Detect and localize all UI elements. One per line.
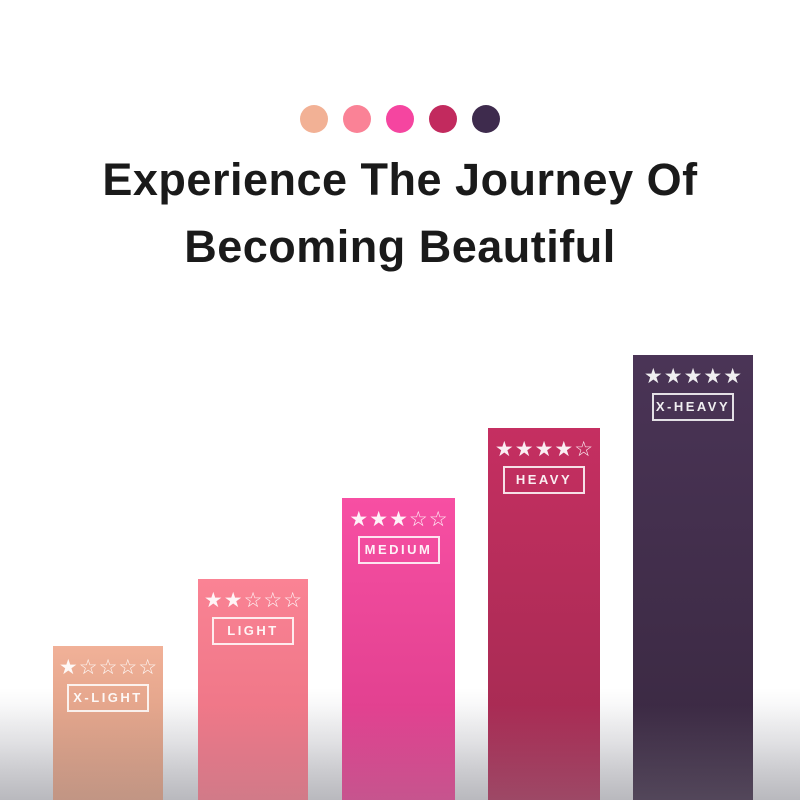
x-light-color-dot: [300, 105, 328, 133]
resistance-bar: ★★★☆☆ MEDIUM: [342, 498, 455, 800]
page-title-line1: Experience The Journey Of: [102, 154, 698, 205]
resistance-bar: ★★☆☆☆ LIGHT: [198, 579, 308, 800]
level-badge-label: LIGHT: [227, 623, 279, 638]
level-badge: LIGHT: [212, 617, 294, 645]
level-badge-label: HEAVY: [515, 472, 573, 487]
level-badge-label: X-LIGHT: [73, 690, 143, 705]
page-title-line2: Becoming Beautiful: [184, 221, 616, 272]
light-color-dot: [343, 105, 371, 133]
level-badge: X-HEAVY: [652, 393, 734, 421]
resistance-bar: ★☆☆☆☆ X-LIGHT: [53, 646, 163, 800]
star-rating: ★★★★☆: [494, 438, 595, 461]
level-badge: MEDIUM: [357, 536, 440, 564]
resistance-bar: ★★★★☆ HEAVY: [488, 428, 600, 800]
resistance-bar: ★★★★★ X-HEAVY: [633, 355, 753, 800]
star-rating: ★★★☆☆: [349, 508, 449, 531]
star-rating: ★☆☆☆☆: [58, 656, 159, 679]
level-badge: HEAVY: [503, 466, 585, 494]
level-badge-label: MEDIUM: [364, 542, 433, 557]
level-badge-label: X-HEAVY: [655, 399, 731, 414]
heavy-color-dot: [429, 105, 457, 133]
level-badge: X-LIGHT: [67, 684, 149, 712]
medium-color-dot: [386, 105, 414, 133]
star-rating: ★★☆☆☆: [203, 589, 304, 612]
color-palette-row: [0, 105, 800, 133]
page-title: Experience The Journey Of Becoming Beaut…: [0, 146, 800, 280]
x-heavy-color-dot: [472, 105, 500, 133]
star-rating: ★★★★★: [643, 365, 744, 388]
